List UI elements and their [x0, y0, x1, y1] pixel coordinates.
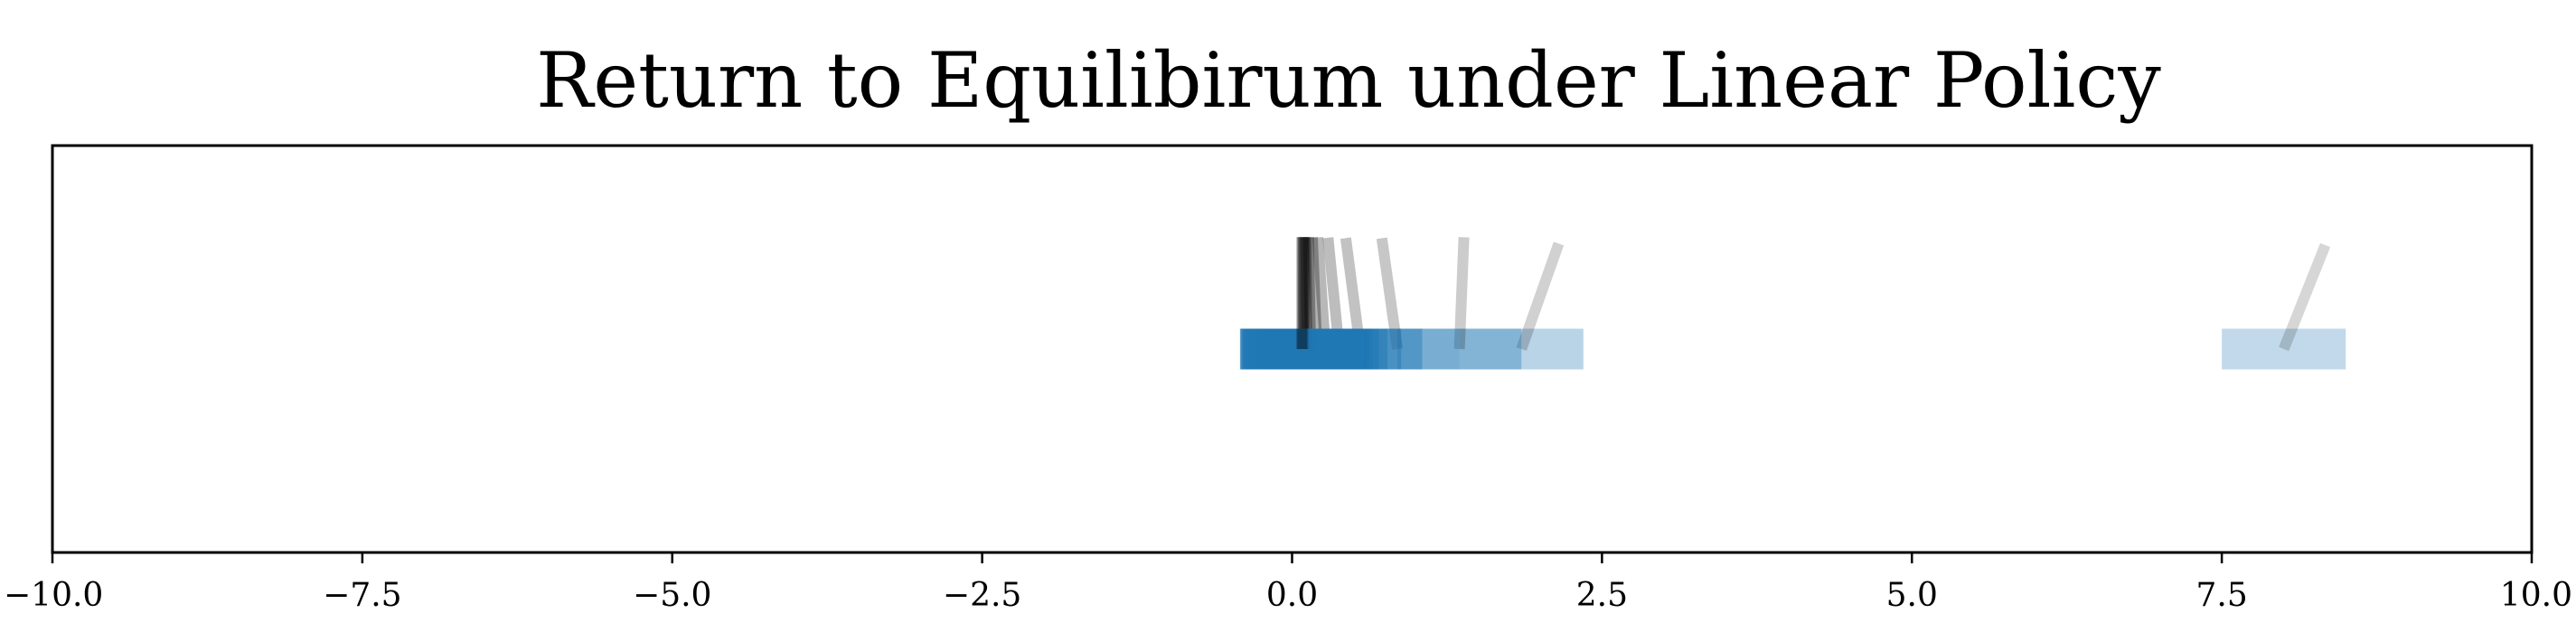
cart-12	[1239, 328, 1365, 370]
pole-2	[1453, 237, 1470, 350]
x-tick-label-1: −7.5	[323, 577, 401, 614]
cartpole-frames	[1239, 237, 2346, 370]
x-tick-label-2: −5.0	[633, 577, 711, 614]
pole-1	[1516, 241, 1565, 352]
x-tick-label-5: 2.5	[1576, 577, 1628, 614]
x-tick-label-7: 7.5	[2195, 577, 2247, 614]
x-tick-label-6: 5.0	[1886, 577, 1938, 614]
x-tick-label-0: −10.0	[4, 577, 103, 614]
pole-0	[2279, 242, 2331, 352]
pole-3	[1376, 237, 1404, 350]
cart-1	[1459, 328, 1584, 370]
x-tick-label-4: 0.0	[1266, 577, 1318, 614]
x-axis: −10.0 −7.5 −5.0 −2.5 0.0 2.5 5.0 7.5 10.0	[4, 552, 2572, 614]
cart-0	[2222, 328, 2346, 370]
x-tick-label-3: −2.5	[943, 577, 1021, 614]
x-tick-label-8: 10.0	[2500, 577, 2572, 614]
cart-2	[1397, 328, 1522, 370]
chart-title: Return to Equilibirum under Linear Polic…	[536, 36, 2161, 125]
